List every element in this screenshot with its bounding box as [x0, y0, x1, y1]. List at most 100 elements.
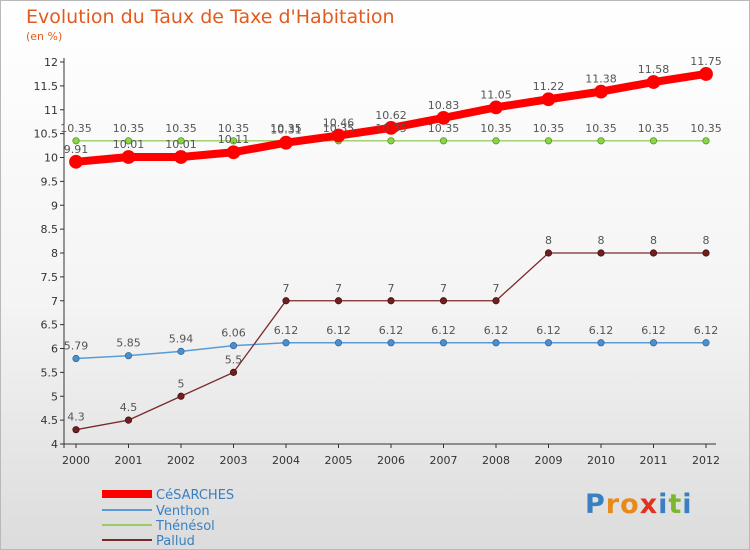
data-point-venthon	[229, 342, 238, 350]
data-label-cesarches: 11.38	[585, 73, 617, 86]
x-tick-label: 2006	[377, 454, 405, 467]
data-point-thenesol	[177, 137, 185, 145]
data-point-thenesol	[492, 137, 500, 145]
data-label-pallud: 7	[388, 282, 395, 295]
data-point-cesarches	[226, 145, 241, 160]
legend-label-venthon: Venthon	[156, 504, 210, 519]
data-point-thenesol	[597, 137, 605, 145]
data-point-venthon	[177, 347, 185, 355]
data-point-pallud	[282, 297, 290, 305]
data-point-venthon	[387, 339, 395, 347]
y-tick-label: 5	[51, 390, 58, 403]
data-point-venthon	[439, 339, 448, 347]
logo-letter: P	[585, 489, 606, 520]
chart-subtitle: (en %)	[26, 30, 63, 43]
data-label-cesarches: 9.91	[64, 143, 89, 156]
logo-letter: r	[605, 489, 621, 520]
data-label-venthon: 5.85	[116, 337, 141, 350]
data-label-venthon: 6.12	[484, 324, 509, 337]
y-tick-label: 5.5	[41, 366, 59, 379]
data-label-pallud: 8	[703, 234, 710, 247]
data-point-venthon	[282, 339, 290, 347]
y-tick-label: 6.5	[41, 319, 59, 332]
data-label-thenesol: 10.35	[60, 122, 92, 135]
x-tick-label: 2009	[535, 454, 563, 467]
data-label-pallud: 8	[598, 234, 605, 247]
data-point-pallud	[72, 426, 80, 434]
data-point-cesarches	[646, 75, 661, 89]
data-label-pallud: 7	[440, 282, 447, 295]
x-tick-label: 2010	[587, 454, 615, 467]
data-point-thenesol	[702, 137, 710, 145]
y-tick-label: 9.5	[41, 175, 59, 188]
data-point-thenesol	[124, 137, 133, 145]
chart-title: Evolution du Taux de Taxe d'Habitation	[26, 6, 395, 28]
legend-label-pallud: Pallud	[156, 534, 195, 549]
data-label-venthon: 5.94	[169, 332, 194, 345]
data-label-venthon: 6.06	[221, 327, 246, 340]
data-point-thenesol	[649, 137, 658, 145]
data-label-pallud: 8	[545, 234, 552, 247]
data-point-pallud	[387, 297, 395, 305]
data-point-venthon	[72, 354, 80, 363]
logo-letter: o	[620, 489, 640, 520]
y-tick-label: 8.5	[41, 223, 59, 236]
data-point-venthon	[649, 339, 658, 347]
data-label-cesarches: 11.22	[533, 80, 565, 93]
data-label-venthon: 6.12	[379, 324, 404, 337]
data-point-thenesol	[387, 137, 395, 145]
data-label-pallud: 4.3	[67, 411, 85, 424]
data-label-cesarches: 10.01	[165, 138, 197, 151]
x-tick-label: 2005	[325, 454, 353, 467]
y-tick-label: 10	[44, 152, 58, 165]
data-label-cesarches: 10.62	[375, 109, 407, 122]
x-tick-label: 2012	[692, 454, 720, 467]
data-point-venthon	[334, 339, 343, 347]
legend-label-thenesol: Thénésol	[155, 519, 215, 534]
data-label-thenesol: 10.35	[113, 122, 145, 135]
data-label-thenesol: 10.35	[533, 122, 565, 135]
x-tick-label: 2000	[62, 454, 90, 467]
data-label-thenesol: 10.35	[480, 122, 512, 135]
y-tick-label: 10.5	[34, 128, 59, 141]
y-tick-label: 9	[51, 199, 58, 212]
data-label-cesarches: 11.75	[690, 55, 722, 68]
data-point-cesarches	[121, 150, 136, 164]
x-tick-label: 2008	[482, 454, 510, 467]
data-point-cesarches	[331, 128, 346, 143]
data-label-pallud: 7	[283, 282, 290, 295]
data-label-pallud: 8	[650, 234, 657, 247]
data-point-pallud	[649, 249, 658, 257]
x-tick-label: 2001	[115, 454, 143, 467]
data-point-thenesol	[229, 137, 238, 145]
data-point-cesarches	[69, 154, 83, 169]
data-point-pallud	[124, 416, 133, 424]
data-point-pallud	[177, 392, 185, 400]
y-tick-label: 8	[51, 247, 58, 260]
data-label-cesarches: 10.31	[270, 124, 302, 137]
data-point-cesarches	[699, 67, 713, 81]
data-label-cesarches: 10.46	[323, 117, 355, 130]
x-tick-label: 2007	[430, 454, 458, 467]
data-point-cesarches	[174, 150, 188, 164]
data-label-pallud: 4.5	[120, 401, 138, 414]
y-tick-label: 4	[51, 438, 58, 451]
data-point-cesarches	[279, 135, 293, 150]
data-label-venthon: 6.12	[274, 324, 299, 337]
data-point-pallud	[492, 297, 500, 305]
data-point-thenesol	[72, 137, 80, 145]
data-label-thenesol: 10.35	[428, 122, 460, 135]
y-tick-label: 7.5	[41, 271, 59, 284]
data-point-pallud	[229, 368, 238, 376]
data-label-pallud: 7	[335, 282, 342, 295]
data-label-venthon: 6.12	[326, 324, 351, 337]
data-point-pallud	[597, 249, 605, 257]
data-point-cesarches	[594, 84, 608, 99]
legend-label-cesarches: CéSARCHES	[156, 488, 234, 503]
data-point-pallud	[439, 297, 448, 305]
data-point-venthon	[702, 339, 710, 347]
y-tick-label: 4.5	[41, 414, 59, 427]
data-label-thenesol: 10.35	[585, 122, 617, 135]
data-point-cesarches	[489, 100, 503, 115]
